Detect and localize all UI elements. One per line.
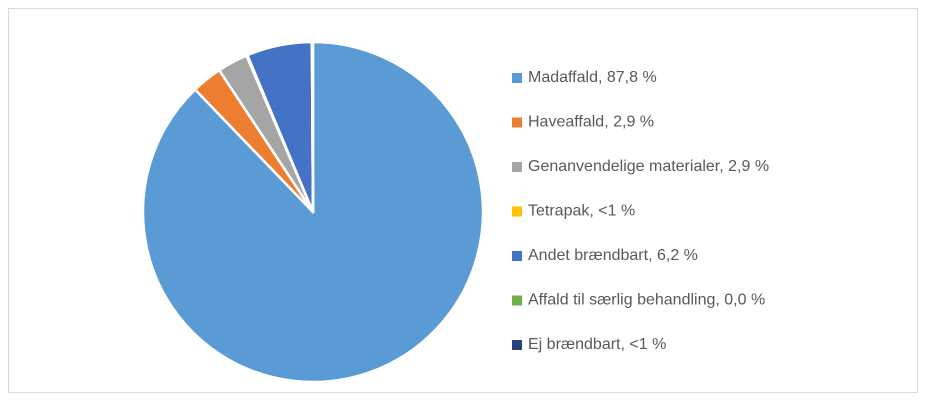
- legend-label: Affald til særlig behandling, 0,0 %: [528, 292, 765, 309]
- legend-swatch: [512, 117, 522, 128]
- legend-label: Tetrapak, <1 %: [528, 203, 635, 220]
- legend-label: Madaffald, 87,8 %: [528, 69, 657, 86]
- legend-label: Andet brændbart, 6,2 %: [528, 247, 698, 264]
- legend-swatch: [512, 73, 522, 83]
- legend-swatch: [512, 340, 522, 350]
- legend-label: Genanvendelige materialer, 2,9 %: [528, 158, 769, 175]
- legend-label: Ej brændbart, <1 %: [528, 336, 666, 353]
- legend-swatch: [512, 206, 522, 217]
- legend-label: Haveaffald, 2,9 %: [528, 114, 654, 131]
- legend-swatch: [512, 251, 522, 261]
- pie-slice: [310, 40, 315, 214]
- legend-swatch: [512, 162, 522, 172]
- legend-swatch: [512, 295, 522, 306]
